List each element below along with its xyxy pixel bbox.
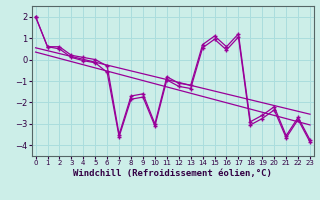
X-axis label: Windchill (Refroidissement éolien,°C): Windchill (Refroidissement éolien,°C)	[73, 169, 272, 178]
